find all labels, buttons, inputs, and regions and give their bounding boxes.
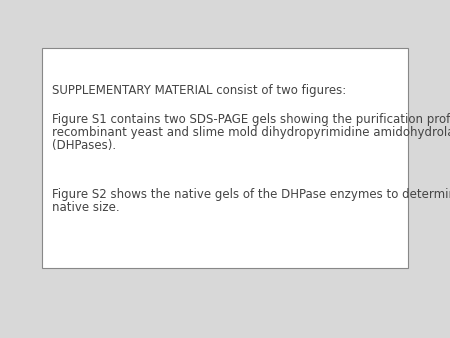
Text: native size.: native size. [52,201,120,214]
Text: Figure S1 contains two SDS-PAGE gels showing the purification profile of the: Figure S1 contains two SDS-PAGE gels sho… [52,113,450,126]
Bar [42,48,408,268]
Text: recombinant yeast and slime mold dihydropyrimidine amidohydrolases: recombinant yeast and slime mold dihydro… [52,126,450,139]
Text: Figure S2 shows the native gels of the DHPase enzymes to determine their: Figure S2 shows the native gels of the D… [52,188,450,201]
Text: SUPPLEMENTARY MATERIAL consist of two figures:: SUPPLEMENTARY MATERIAL consist of two fi… [52,84,346,97]
Text: (DHPases).: (DHPases). [52,139,116,152]
